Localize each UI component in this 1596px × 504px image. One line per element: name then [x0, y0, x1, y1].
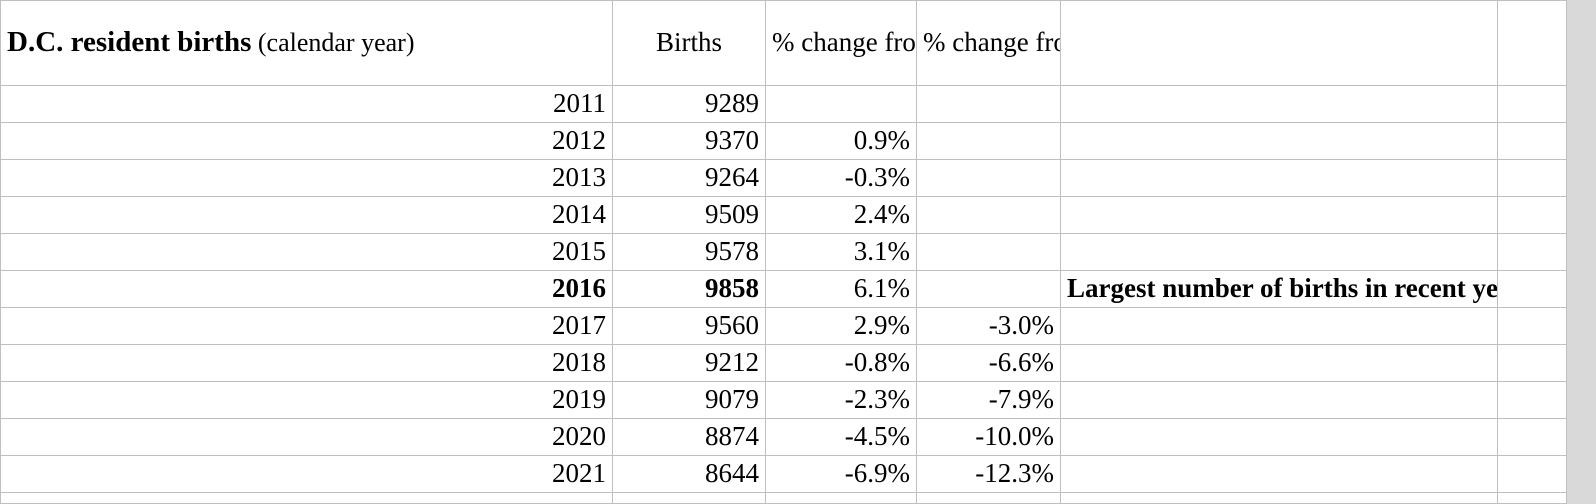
note-cell[interactable] [1060, 159, 1498, 197]
change-2011-cell[interactable]: -4.5% [765, 418, 917, 456]
table-title-suffix: (calendar year) [251, 28, 415, 58]
change-2016-cell[interactable] [916, 159, 1061, 197]
empty-cell[interactable] [1497, 492, 1567, 504]
year-cell[interactable]: 2018 [0, 344, 613, 382]
spare-cell[interactable] [1497, 122, 1567, 160]
note-cell[interactable] [1060, 233, 1498, 271]
change-2016-cell[interactable]: -3.0% [916, 307, 1061, 345]
spare-cell[interactable] [1497, 233, 1567, 271]
table-title-cell[interactable]: D.C. resident births (calendar year) [0, 0, 613, 86]
note-cell[interactable] [1060, 455, 1498, 493]
year-cell[interactable]: 2012 [0, 122, 613, 160]
table-row-2014: 2014 9509 2.4% [0, 196, 1567, 234]
spare-cell[interactable] [1497, 307, 1567, 345]
change-2011-cell[interactable]: -6.9% [765, 455, 917, 493]
births-cell[interactable]: 9264 [612, 159, 766, 197]
year-cell[interactable]: 2020 [0, 418, 613, 456]
change-2016-cell[interactable] [916, 233, 1061, 271]
table-row-2020: 2020 8874 -4.5% -10.0% [0, 418, 1567, 456]
births-cell[interactable]: 9212 [612, 344, 766, 382]
table-row-2018: 2018 9212 -0.8% -6.6% [0, 344, 1567, 382]
change-2011-cell[interactable]: 0.9% [765, 122, 917, 160]
births-cell[interactable]: 8874 [612, 418, 766, 456]
change-2011-cell[interactable]: -2.3% [765, 381, 917, 419]
table-row-2012: 2012 9370 0.9% [0, 122, 1567, 160]
empty-cell[interactable] [1060, 492, 1498, 504]
table-row-2019: 2019 9079 -2.3% -7.9% [0, 381, 1567, 419]
change-2016-cell[interactable]: -7.9% [916, 381, 1061, 419]
spare-cell[interactable] [1497, 344, 1567, 382]
births-cell[interactable]: 9560 [612, 307, 766, 345]
births-cell[interactable]: 9289 [612, 85, 766, 123]
empty-cell[interactable] [0, 492, 613, 504]
change-2011-cell[interactable]: 2.9% [765, 307, 917, 345]
spare-cell[interactable] [1497, 455, 1567, 493]
change-2011-cell[interactable]: 6.1% [765, 270, 917, 308]
note-cell[interactable] [1060, 307, 1498, 345]
note-cell[interactable] [1060, 381, 1498, 419]
change-2011-cell[interactable]: -0.8% [765, 344, 917, 382]
table-title-bold: D.C. resident births [7, 26, 252, 59]
note-cell[interactable] [1060, 344, 1498, 382]
table-row-2015: 2015 9578 3.1% [0, 233, 1567, 271]
header-change-from-2011[interactable]: % change from 2011 [765, 0, 917, 86]
change-2016-cell[interactable]: -12.3% [916, 455, 1061, 493]
header-births[interactable]: Births [612, 0, 766, 86]
spare-cell[interactable] [1497, 85, 1567, 123]
spare-cell[interactable] [1497, 196, 1567, 234]
change-2016-cell[interactable] [916, 122, 1061, 160]
change-2011-cell[interactable]: -0.3% [765, 159, 917, 197]
table-row-2017: 2017 9560 2.9% -3.0% [0, 307, 1567, 345]
births-cell[interactable]: 8644 [612, 455, 766, 493]
table-row-2021: 2021 8644 -6.9% -12.3% [0, 455, 1567, 493]
year-cell[interactable]: 2011 [0, 85, 613, 123]
change-2011-cell[interactable]: 3.1% [765, 233, 917, 271]
note-cell[interactable] [1060, 85, 1498, 123]
year-cell[interactable]: 2017 [0, 307, 613, 345]
spare-cell[interactable] [1497, 270, 1567, 308]
births-cell[interactable]: 9509 [612, 196, 766, 234]
change-2016-cell[interactable] [916, 85, 1061, 123]
spare-cell[interactable] [1497, 159, 1567, 197]
spare-cell[interactable] [1497, 381, 1567, 419]
empty-cell[interactable] [916, 492, 1061, 504]
header-spare-cell[interactable] [1497, 0, 1567, 86]
header-note-cell[interactable] [1060, 0, 1498, 86]
births-cell[interactable]: 9858 [612, 270, 766, 308]
change-2011-cell[interactable] [765, 85, 917, 123]
change-2011-cell[interactable]: 2.4% [765, 196, 917, 234]
note-cell[interactable] [1060, 418, 1498, 456]
year-cell[interactable]: 2015 [0, 233, 613, 271]
year-cell[interactable]: 2013 [0, 159, 613, 197]
year-cell[interactable]: 2021 [0, 455, 613, 493]
header-change-from-2016[interactable]: % change from 2016 [916, 0, 1061, 86]
births-cell[interactable]: 9578 [612, 233, 766, 271]
change-2016-cell[interactable]: -6.6% [916, 344, 1061, 382]
header-row: D.C. resident births (calendar year) Bir… [0, 0, 1567, 86]
change-2016-cell[interactable]: -10.0% [916, 418, 1061, 456]
year-cell[interactable]: 2014 [0, 196, 613, 234]
year-cell[interactable]: 2016 [0, 270, 613, 308]
change-2016-cell[interactable] [916, 270, 1061, 308]
table-row-2013: 2013 9264 -0.3% [0, 159, 1567, 197]
note-cell[interactable]: Largest number of births in recent years [1060, 270, 1498, 308]
partial-bottom-row [0, 492, 1567, 504]
table-row-2016-highlight: 2016 9858 6.1% Largest number of births … [0, 270, 1567, 308]
change-2016-cell[interactable] [916, 196, 1061, 234]
spare-cell[interactable] [1497, 418, 1567, 456]
births-cell[interactable]: 9079 [612, 381, 766, 419]
births-cell[interactable]: 9370 [612, 122, 766, 160]
note-cell[interactable] [1060, 196, 1498, 234]
empty-cell[interactable] [765, 492, 917, 504]
empty-cell[interactable] [612, 492, 766, 504]
note-cell[interactable] [1060, 122, 1498, 160]
table-row-2011: 2011 9289 [0, 85, 1567, 123]
year-cell[interactable]: 2019 [0, 381, 613, 419]
